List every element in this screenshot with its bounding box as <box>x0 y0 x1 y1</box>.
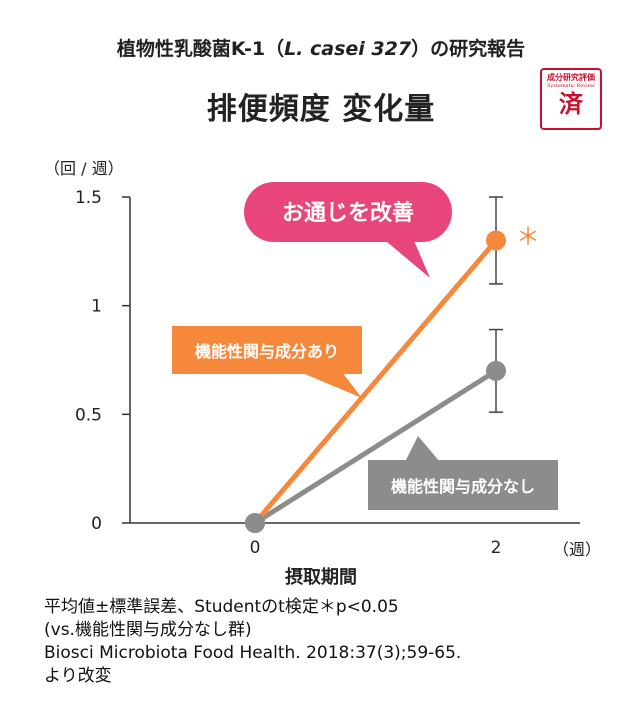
label-with-ingredient-tail <box>300 372 362 398</box>
label-without-ingredient-text: 機能性関与成分なし <box>391 477 535 496</box>
systematic-review-stamp: 成分研究評価 Systematic Review 済 <box>540 68 602 130</box>
label-without-ingredient: 機能性関与成分なし <box>368 436 558 510</box>
significance-asterisk: ＊ <box>516 222 540 250</box>
series-without-ingredient-point <box>486 360 506 381</box>
label-without-ingredient-box <box>368 460 558 510</box>
footnote-comparison: (vs.機能性関与成分なし群) <box>44 620 252 640</box>
label-with-ingredient-box <box>172 326 362 374</box>
x-axis-label: 摂取期間 <box>285 567 357 588</box>
x-tick-label: 0 <box>250 538 261 558</box>
footnote-stats: 平均値±標準誤差、Studentのt検定＊p<0.05 <box>44 597 399 617</box>
subtitle-species: L. casei 327 <box>284 38 412 60</box>
x-tick-label: 2 <box>491 538 502 558</box>
y-tick-label: 0 <box>91 514 102 534</box>
series-with-ingredient-line <box>253 238 498 525</box>
y-tick-label: 1.5 <box>75 188 102 208</box>
series-with-ingredient-point <box>486 230 506 251</box>
callout-bubble-body <box>244 182 452 242</box>
footnote-source: より改変 <box>44 666 112 686</box>
label-without-ingredient-tail <box>405 436 440 462</box>
stamp-line-1: 成分研究評価 <box>547 73 595 82</box>
callout-text: お通じを改善 <box>282 200 414 226</box>
y-axis-unit: （回 / 週） <box>44 159 124 178</box>
stamp-line-2: Systematic Review <box>547 83 595 89</box>
label-with-ingredient-text: 機能性関与成分あり <box>195 342 339 361</box>
label-with-ingredient: 機能性関与成分あり <box>172 326 362 398</box>
footnotes: 平均値±標準誤差、Studentのt検定＊p<0.05 (vs.機能性関与成分な… <box>44 596 461 688</box>
series-without-ingredient-line <box>253 368 498 526</box>
callout-bubble-tail <box>380 236 430 278</box>
y-tick-label: 0.5 <box>75 405 102 425</box>
stamp-line-3: 済 <box>559 90 583 118</box>
subtitle-prefix: 植物性乳酸菌K-1（ <box>116 38 285 60</box>
x-axis-unit: （週） <box>553 540 602 559</box>
series-without-ingredient-point <box>245 513 265 533</box>
footnote-citation: Biosci Microbiota Food Health. 2018:37(3… <box>44 643 462 663</box>
callout-bubble: お通じを改善 <box>244 182 452 278</box>
chart-title: 排便頻度 変化量 <box>206 92 436 127</box>
y-tick-label: 1 <box>91 297 102 317</box>
chart-subtitle: 植物性乳酸菌K-1（L. casei 327）の研究報告 <box>0 34 642 61</box>
subtitle-suffix: ）の研究報告 <box>411 38 526 60</box>
